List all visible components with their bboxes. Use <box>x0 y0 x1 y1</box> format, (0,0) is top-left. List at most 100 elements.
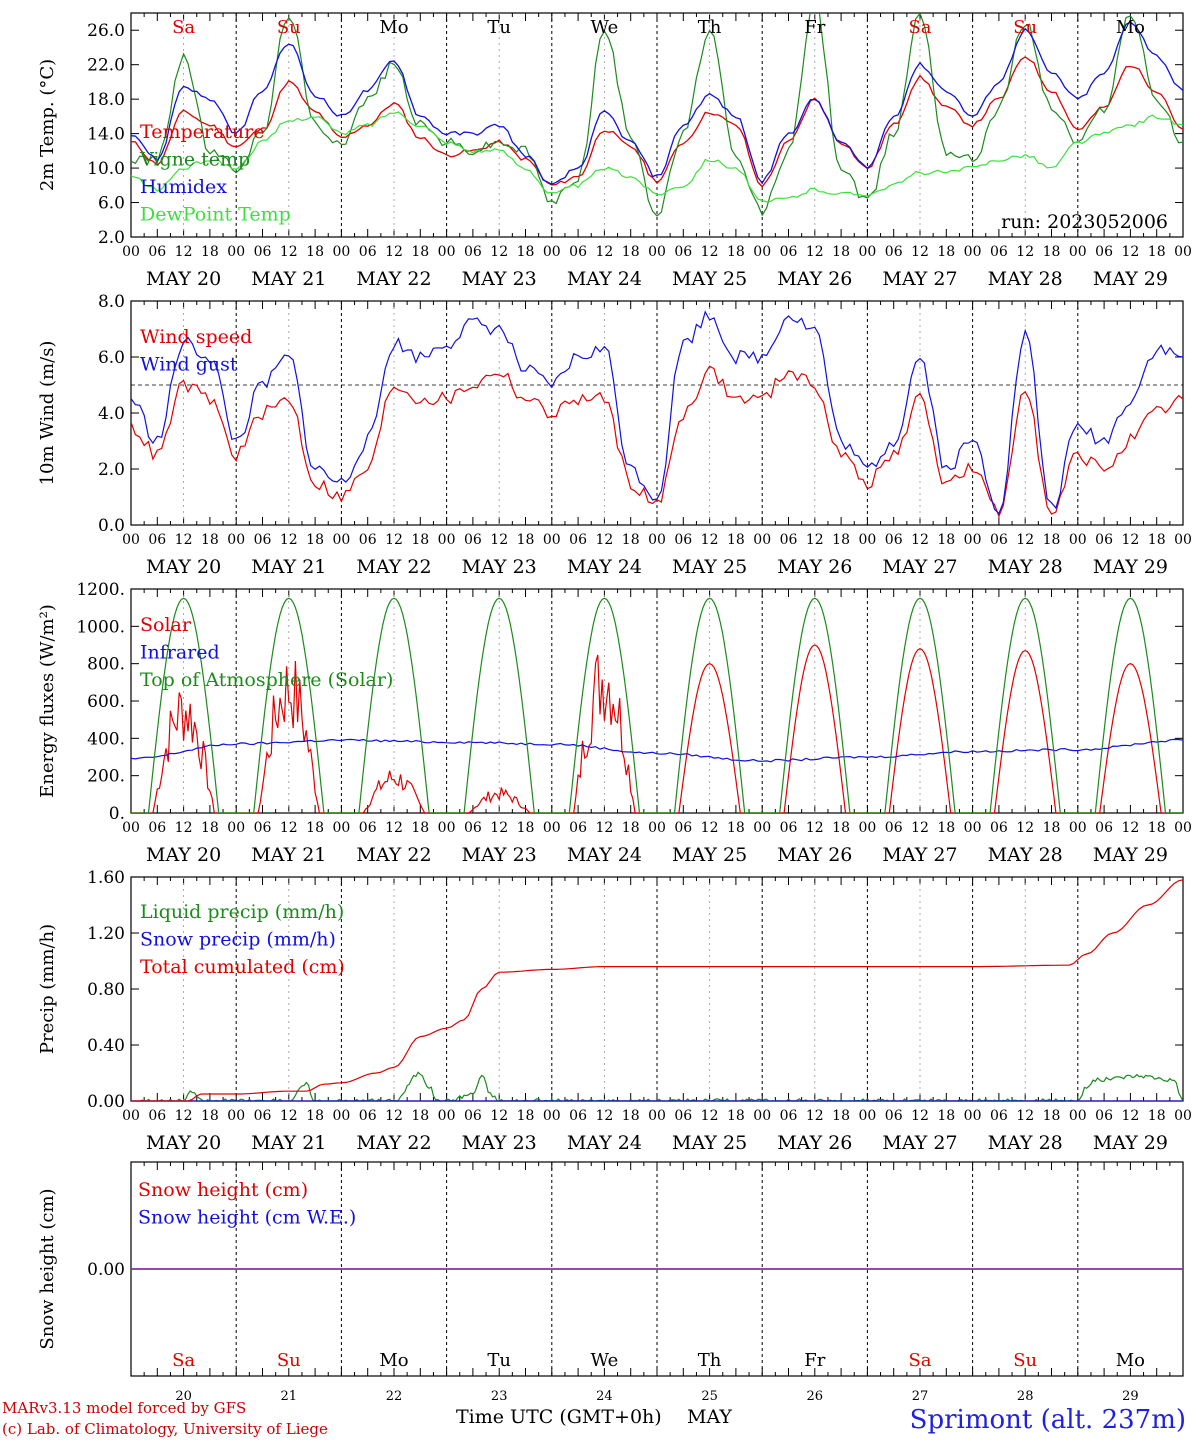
date-label: MAY 20 <box>146 556 221 578</box>
series-dewpoint-temp <box>131 111 1183 203</box>
hour-label: 12 <box>595 1108 613 1124</box>
y-axis-title: Energy fluxes (W/m²) <box>37 604 58 798</box>
y-tick-label: 0.80 <box>87 980 125 1000</box>
y-tick-label: 0.0 <box>98 516 125 536</box>
day-label: Tu <box>487 17 511 38</box>
hour-label: 00 <box>543 532 561 548</box>
hour-label: 18 <box>727 532 745 548</box>
hour-label: 00 <box>1069 1108 1087 1124</box>
y-tick-label: 1.20 <box>87 924 125 944</box>
hour-label: 00 <box>1174 244 1192 260</box>
hour-label: 12 <box>1121 1108 1139 1124</box>
hour-label: 00 <box>1069 532 1087 548</box>
hour-label: 18 <box>1148 244 1166 260</box>
hour-label: 18 <box>1148 532 1166 548</box>
legend-entry: Wind speed <box>140 326 252 348</box>
y-tick-label: 200. <box>87 767 125 787</box>
hour-label: 06 <box>359 1108 377 1124</box>
hour-label: 18 <box>517 820 535 836</box>
legend-entry: Infrared <box>140 642 220 664</box>
date-label: MAY 25 <box>672 1132 747 1154</box>
day-label: Su <box>277 17 301 38</box>
hour-label: 18 <box>201 820 219 836</box>
legend-entry: Snow height (cm W.E.) <box>138 1207 356 1229</box>
date-label: MAY 28 <box>988 268 1063 290</box>
date-label: MAY 21 <box>251 844 326 866</box>
y-tick-label: 14.0 <box>87 125 125 145</box>
y-tick-label: 0.00 <box>87 1260 125 1280</box>
hour-label: 06 <box>1095 532 1113 548</box>
day-number-label: 26 <box>807 1389 824 1404</box>
date-label: MAY 29 <box>1093 844 1168 866</box>
date-label: MAY 20 <box>146 844 221 866</box>
date-label: MAY 24 <box>567 1132 642 1154</box>
day-number-label: 21 <box>281 1389 298 1404</box>
hour-label: 00 <box>753 532 771 548</box>
date-label: MAY 29 <box>1093 1132 1168 1154</box>
series-solar <box>131 644 1183 813</box>
hour-label: 06 <box>674 532 692 548</box>
date-label: MAY 21 <box>251 556 326 578</box>
date-label: MAY 21 <box>251 268 326 290</box>
hour-label: 12 <box>1016 244 1034 260</box>
y-tick-label: 0. <box>109 804 125 824</box>
day-number-label: 24 <box>596 1389 613 1404</box>
hour-label: 06 <box>780 532 798 548</box>
hour-label: 12 <box>806 244 824 260</box>
hour-label: 06 <box>569 532 587 548</box>
y-tick-label: 18.0 <box>87 90 125 110</box>
hour-label: 12 <box>280 532 298 548</box>
hour-label: 00 <box>438 820 456 836</box>
hour-label: 00 <box>332 820 350 836</box>
y-tick-label: 8.0 <box>98 292 125 312</box>
day-label: Su <box>1013 1350 1037 1371</box>
y-tick-label: 1200. <box>76 580 125 600</box>
date-label: MAY 27 <box>882 556 957 578</box>
hour-label: 00 <box>543 1108 561 1124</box>
hour-label: 06 <box>254 1108 272 1124</box>
hour-label: 18 <box>1043 820 1061 836</box>
hour-label: 18 <box>1043 1108 1061 1124</box>
date-label: MAY 29 <box>1093 268 1168 290</box>
date-label: MAY 27 <box>882 268 957 290</box>
date-label: MAY 26 <box>777 1132 852 1154</box>
hour-label: 06 <box>780 1108 798 1124</box>
day-number-label: 22 <box>386 1389 403 1404</box>
y-tick-label: 6.0 <box>98 194 125 214</box>
hour-label: 18 <box>727 820 745 836</box>
y-axis-title: 10m Wind (m/s) <box>37 341 58 486</box>
series-total-cumulated-cm- <box>131 879 1183 1101</box>
hour-label: 06 <box>464 244 482 260</box>
hour-label: 18 <box>937 1108 955 1124</box>
hour-label: 06 <box>359 820 377 836</box>
day-label: Mo <box>379 17 408 38</box>
hour-label: 12 <box>806 532 824 548</box>
legend-entry: Humidex <box>140 176 227 198</box>
day-label: Fr <box>804 1350 825 1371</box>
legend-entry: Snow height (cm) <box>138 1179 308 1201</box>
date-label: MAY 23 <box>462 556 537 578</box>
y-tick-label: 600. <box>87 692 125 712</box>
hour-label: 00 <box>332 1108 350 1124</box>
y-tick-label: 0.40 <box>87 1036 125 1056</box>
date-label: MAY 25 <box>672 268 747 290</box>
hour-label: 12 <box>911 1108 929 1124</box>
date-label: MAY 27 <box>882 1132 957 1154</box>
hour-label: 00 <box>227 1108 245 1124</box>
hour-label: 12 <box>595 244 613 260</box>
hour-label: 00 <box>227 532 245 548</box>
day-number-label: 23 <box>491 1389 508 1404</box>
date-label: MAY 23 <box>462 268 537 290</box>
hour-label: 06 <box>780 820 798 836</box>
hour-label: 00 <box>858 1108 876 1124</box>
hour-label: 18 <box>1148 1108 1166 1124</box>
hour-label: 18 <box>622 532 640 548</box>
hour-label: 18 <box>622 244 640 260</box>
y-axis-title: 2m Temp. (°C) <box>37 59 58 191</box>
legend-entry: Wind gust <box>140 354 238 376</box>
day-label: Sa <box>172 17 195 38</box>
y-tick-label: 6.0 <box>98 348 125 368</box>
series-group <box>131 13 1183 217</box>
day-label: Th <box>698 1350 722 1371</box>
day-number-label: 25 <box>701 1389 718 1404</box>
